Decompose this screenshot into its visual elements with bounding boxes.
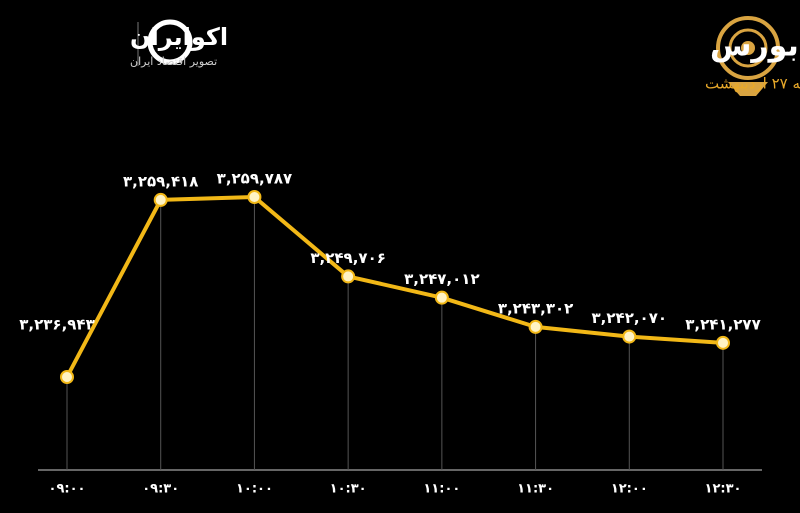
- value-label: ۳,۲۵۹,۷۸۷: [217, 170, 292, 188]
- value-label: ۳,۲۴۱,۲۷۷: [685, 315, 760, 333]
- point: [434, 290, 449, 305]
- value-label: ۳,۲۴۳,۳۰۲: [498, 299, 573, 317]
- x-tick-label: ۱۲:۰۰: [611, 482, 648, 497]
- value-label: ۳,۲۴۹,۷۰۶: [310, 249, 385, 267]
- point: [716, 335, 730, 350]
- x-tick-label: ۱۰:۰۰: [236, 482, 273, 497]
- chart-subtitle: شنبه ۲۷ اردیبهشت: [705, 75, 800, 93]
- x-tick-label: ۰۹:۰۰: [49, 482, 86, 497]
- x-tick-label: ۰۹:۳۰: [142, 482, 179, 497]
- x-tick-label: ۱۲:۳۰: [705, 482, 742, 497]
- brand-tagline: تصویر اقتصاد ایران: [130, 55, 217, 68]
- chart-title: روند شاخص کل بورس: [710, 29, 800, 64]
- value-label: ۳,۲۴۲,۰۷۰: [592, 309, 667, 327]
- point: [153, 192, 168, 207]
- point: [341, 269, 356, 284]
- x-tick-label: ۱۰:۳۰: [330, 482, 367, 497]
- value-label: ۳,۲۴۷,۰۱۲: [404, 270, 479, 288]
- value-label: ۳,۲۵۹,۴۱۸: [123, 172, 198, 190]
- brand-name: اکوایران: [130, 23, 228, 51]
- brand-logo: [147, 19, 193, 65]
- x-tick-label: ۱۱:۳۰: [517, 482, 554, 497]
- exchange-logo: [716, 16, 780, 96]
- line: [65, 195, 724, 378]
- point: [247, 190, 262, 204]
- point: [622, 329, 637, 344]
- point: [60, 370, 74, 384]
- x-tick-label: ۱۱:۰۰: [423, 482, 460, 497]
- value-label: ۳,۲۳۶,۹۴۳: [19, 316, 94, 334]
- point: [528, 319, 543, 334]
